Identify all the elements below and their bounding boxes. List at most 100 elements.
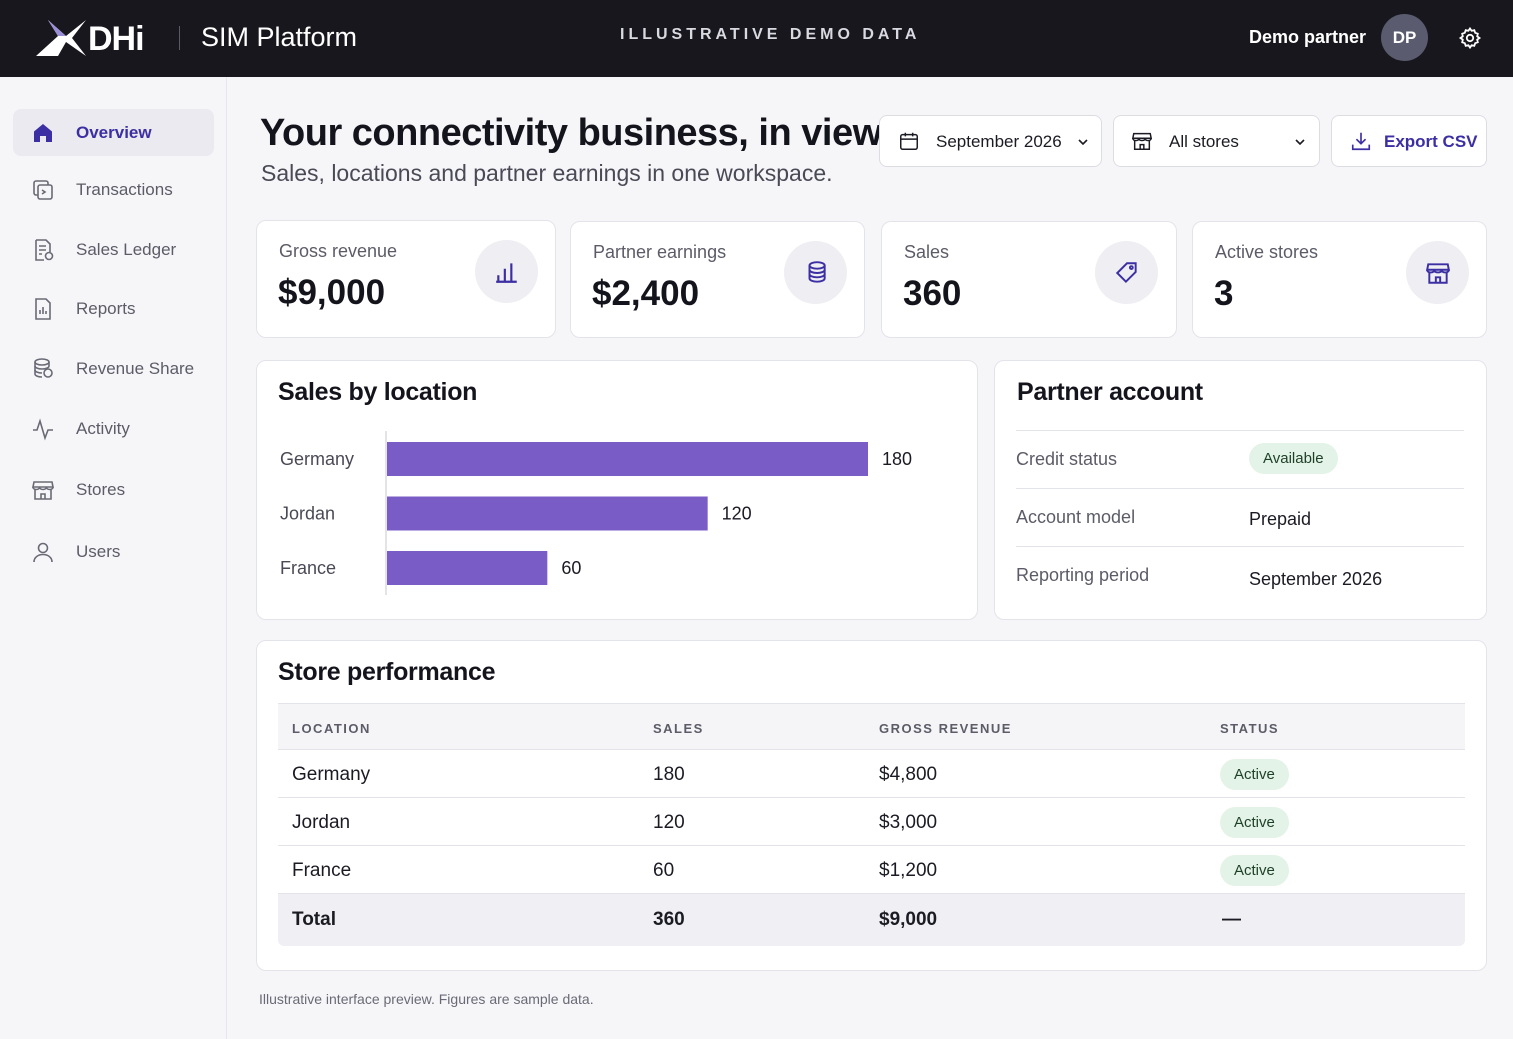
column-header[interactable]: LOCATION: [292, 721, 371, 736]
cell-location: France: [292, 860, 352, 881]
sidebar-item-label: Stores: [76, 480, 126, 499]
kpi-icon-wrap: [784, 241, 847, 304]
cell-status: —: [1222, 909, 1241, 930]
table-row[interactable]: Germany 180 $4,800 Active: [278, 750, 1465, 798]
sidebar-item-label: Revenue Share: [76, 359, 195, 378]
column-header[interactable]: STATUS: [1220, 721, 1280, 736]
partner-account-row: Account model Prepaid: [1016, 488, 1464, 546]
kpi-card-partner-earnings: Partner earnings $2,400: [570, 221, 865, 338]
transactions-icon: [33, 180, 53, 200]
kpi-card-sales: Sales 360: [881, 221, 1177, 338]
store-filter-value: All stores: [1169, 132, 1239, 151]
sidebar-item-revenue-share[interactable]: Revenue Share: [13, 345, 214, 392]
partner-account-row: Reporting period September 2026: [1016, 546, 1464, 606]
store-icon: [1425, 263, 1451, 284]
cell-revenue: $3,000: [879, 812, 938, 833]
cell-status: Active: [1220, 807, 1289, 838]
table-row[interactable]: Jordan 120 $3,000 Active: [278, 798, 1465, 846]
card-title: Sales by location: [278, 378, 478, 406]
sidebar-item-label: Users: [76, 542, 121, 561]
card-title: Partner account: [1017, 378, 1203, 406]
sidebar-item-reports[interactable]: Reports: [13, 285, 214, 332]
brand-logo[interactable]: DHi: [36, 18, 160, 58]
status-badge: Active: [1220, 855, 1289, 886]
kpi-value: $2,400: [592, 274, 700, 313]
sidebar-item-label: Transactions: [76, 180, 173, 199]
store-filter-select[interactable]: All stores: [1113, 115, 1320, 167]
column-header[interactable]: SALES: [653, 721, 704, 736]
cell-sales: 60: [653, 860, 675, 881]
kpi-icon-wrap: [1406, 241, 1469, 304]
kpi-value: 360: [903, 274, 962, 313]
sales-by-location-card: Sales by location Germany 180 Jordan 120 Fra…: [256, 360, 978, 620]
export-csv-label: Export CSV: [1384, 132, 1478, 151]
table-header: LOCATION SALES GROSS REVENUE STATUS: [278, 703, 1465, 750]
kpi-icon-wrap: [1095, 241, 1158, 304]
status-badge: Active: [1220, 759, 1289, 790]
period-select[interactable]: September 2026: [879, 115, 1102, 167]
data-label: 180: [882, 449, 912, 469]
page-subtitle: Sales, locations and partner earnings in…: [261, 160, 833, 186]
bar[interactable]: [387, 496, 708, 531]
status-badge: Active: [1220, 807, 1289, 838]
bar[interactable]: [387, 442, 868, 476]
row-key: Account model: [1016, 507, 1136, 527]
bar[interactable]: [387, 551, 548, 585]
row-value: Prepaid: [1249, 509, 1312, 529]
row-key: Reporting period: [1016, 565, 1150, 585]
avatar[interactable]: DP: [1381, 14, 1428, 61]
sidebar-item-users[interactable]: Users: [13, 528, 214, 575]
category-label: France: [280, 558, 336, 578]
category-label: Jordan: [280, 504, 335, 524]
kpi-label: Sales: [904, 242, 950, 262]
data-label: 120: [722, 504, 752, 524]
user-name[interactable]: Demo partner: [1249, 27, 1367, 47]
kpi-card-active-stores: Active stores 3: [1192, 221, 1487, 338]
sidebar-item-overview[interactable]: Overview: [13, 109, 214, 156]
kpi-label: Gross revenue: [279, 241, 398, 261]
sidebar-item-stores[interactable]: Stores: [13, 466, 214, 513]
row-value: September 2026: [1249, 569, 1383, 589]
cell-revenue: $1,200: [879, 860, 938, 881]
sidebar-item-label: Overview: [76, 123, 152, 142]
brand-text: DHi: [88, 20, 145, 58]
sidebar-item-label: Sales Ledger: [76, 240, 177, 259]
store-icon: [1131, 132, 1153, 150]
sidebar-item-label: Reports: [76, 299, 136, 318]
cell-revenue: $9,000: [879, 909, 938, 930]
users-icon: [33, 542, 53, 563]
store-performance-card: Store performance LOCATION SALES GROSS R…: [256, 640, 1487, 971]
column-header[interactable]: GROSS REVENUE: [879, 721, 1012, 736]
store-icon: [32, 481, 54, 500]
cell-location: Total: [292, 909, 336, 930]
calendar-icon: [900, 132, 918, 150]
activity-icon: [33, 418, 53, 441]
coins-icon: [808, 261, 826, 283]
header-divider: [179, 26, 180, 50]
chevron-down-icon: [1295, 139, 1305, 146]
cell-revenue: $4,800: [879, 764, 938, 785]
table-row[interactable]: France 60 $1,200 Active: [278, 846, 1465, 894]
page-title: Your connectivity business, in view.: [260, 112, 891, 154]
sidebar-item-sales-ledger[interactable]: Sales Ledger: [13, 226, 214, 273]
cell-sales: 180: [653, 764, 685, 785]
gear-icon[interactable]: [1458, 26, 1482, 50]
sidebar-item-transactions[interactable]: Transactions: [13, 166, 214, 213]
sidebar-item-activity[interactable]: Activity: [13, 405, 214, 452]
cell-sales: 120: [653, 812, 685, 833]
card-title: Store performance: [278, 658, 496, 686]
table-total-row: Total 360 $9,000 —: [278, 894, 1465, 946]
kpi-icon-wrap: [475, 240, 538, 303]
sidebar: Overview Transactions Sales Ledger Repor…: [0, 77, 227, 1039]
export-csv-button[interactable]: Export CSV: [1331, 115, 1487, 167]
kpi-label: Partner earnings: [593, 242, 727, 262]
cell-status: Active: [1220, 855, 1289, 886]
kpi-label: Active stores: [1215, 242, 1319, 262]
cell-status: Active: [1220, 759, 1289, 790]
period-value: September 2026: [936, 132, 1062, 151]
chevron-down-icon: [1078, 139, 1088, 146]
kpi-card-gross-revenue: Gross revenue $9,000: [256, 220, 556, 338]
sidebar-item-label: Activity: [76, 419, 130, 438]
cell-location: Jordan: [292, 812, 351, 833]
bar-chart-icon: [496, 263, 517, 283]
